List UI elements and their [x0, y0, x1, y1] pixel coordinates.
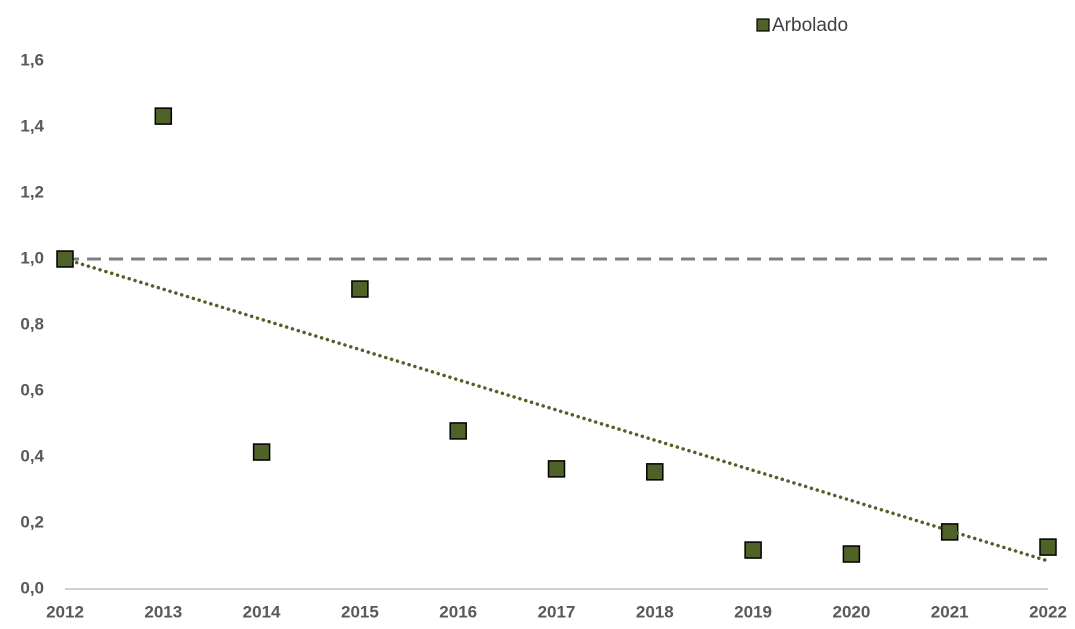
x-tick-label: 2014 — [243, 602, 281, 621]
x-tick-label: 2019 — [734, 602, 772, 621]
y-tick-label: 1,6 — [20, 50, 44, 69]
marker — [1039, 538, 1057, 556]
marker — [449, 422, 467, 440]
y-tick-label: 0,6 — [20, 380, 44, 399]
marker — [547, 460, 566, 478]
y-tick-label: 1,0 — [20, 248, 44, 267]
y-tick-label: 1,2 — [20, 182, 44, 201]
marker — [842, 545, 861, 563]
x-tick-label: 2017 — [538, 602, 576, 621]
marker — [744, 541, 762, 559]
x-tick-label: 2020 — [832, 602, 870, 621]
marker — [940, 523, 959, 541]
y-tick-label: 1,4 — [20, 116, 44, 135]
x-tick-label: 2015 — [341, 602, 379, 621]
marker — [351, 280, 369, 298]
trendline — [63, 257, 1050, 563]
marker — [154, 107, 173, 125]
x-tick-label: 2021 — [931, 602, 969, 621]
legend-swatch — [756, 18, 770, 32]
x-tick-label: 2012 — [46, 602, 84, 621]
x-tick-label: 2016 — [439, 602, 477, 621]
y-tick-label: 0,0 — [20, 578, 44, 597]
x-tick-label: 2018 — [636, 602, 674, 621]
y-tick-label: 0,2 — [20, 512, 44, 531]
marker — [646, 463, 664, 481]
x-tick-label: 2013 — [144, 602, 182, 621]
legend-label: Arbolado — [772, 15, 848, 36]
y-tick-label: 0,4 — [20, 446, 44, 465]
y-tick-label: 0,8 — [20, 314, 44, 333]
x-tick-label: 2022 — [1029, 602, 1067, 621]
marker — [252, 443, 271, 461]
